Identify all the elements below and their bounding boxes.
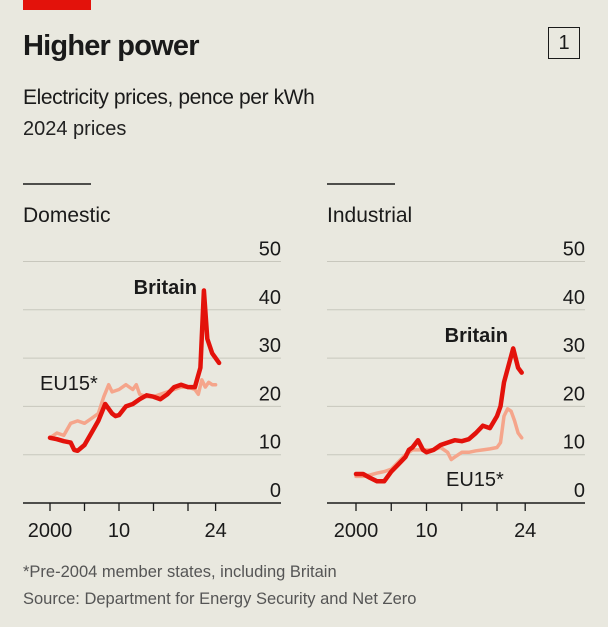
britain-line bbox=[353, 346, 524, 484]
y-tick-label: 40 bbox=[259, 287, 281, 309]
eu15-label: EU15* bbox=[446, 469, 504, 491]
y-tick-label: 40 bbox=[563, 287, 585, 309]
x-tick-label: 2000 bbox=[28, 520, 73, 542]
y-tick-label: 30 bbox=[563, 335, 585, 357]
britain-label: Britain bbox=[445, 325, 508, 347]
eu15-line bbox=[48, 378, 218, 440]
y-tick-label: 10 bbox=[259, 432, 281, 454]
y-tick-label: 30 bbox=[259, 335, 281, 357]
x-tick-label: 10 bbox=[415, 520, 437, 542]
y-tick-label: 0 bbox=[270, 480, 281, 502]
eu15-label: EU15* bbox=[40, 373, 98, 395]
panel-title: Domestic bbox=[23, 204, 111, 227]
y-tick-label: 50 bbox=[563, 239, 585, 261]
panel-title: Industrial bbox=[327, 204, 412, 227]
chart-number-badge: 1 bbox=[548, 27, 580, 59]
x-tick-label: 24 bbox=[514, 520, 536, 542]
chart-subtitle: Electricity prices, pence per kWh bbox=[23, 86, 315, 109]
brand-red-bar bbox=[23, 0, 91, 10]
chart-title: Higher power bbox=[23, 30, 200, 62]
unit-note: 2024 prices bbox=[23, 118, 127, 140]
x-tick-label: 24 bbox=[204, 520, 226, 542]
britain-line bbox=[47, 288, 222, 454]
y-tick-label: 20 bbox=[563, 383, 585, 405]
source-note: Source: Department for Energy Security a… bbox=[23, 590, 417, 608]
eu15-line bbox=[354, 407, 524, 479]
x-tick-label: 2000 bbox=[334, 520, 379, 542]
y-tick-label: 20 bbox=[259, 383, 281, 405]
britain-label: Britain bbox=[134, 277, 197, 299]
footnote: *Pre-2004 member states, including Brita… bbox=[23, 563, 337, 581]
x-tick-label: 10 bbox=[108, 520, 130, 542]
y-tick-label: 0 bbox=[574, 480, 585, 502]
y-tick-label: 10 bbox=[563, 432, 585, 454]
y-tick-label: 50 bbox=[259, 239, 281, 261]
